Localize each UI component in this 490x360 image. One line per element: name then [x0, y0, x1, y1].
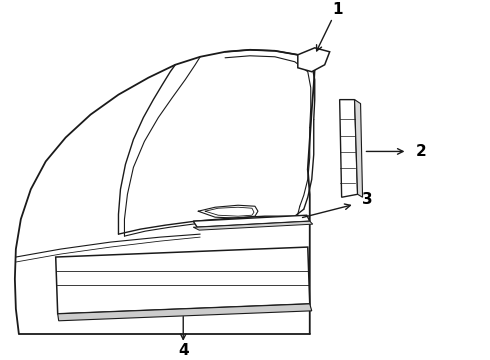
Text: 1: 1	[332, 3, 343, 18]
Polygon shape	[193, 221, 313, 230]
Text: 3: 3	[362, 192, 373, 207]
Polygon shape	[340, 100, 358, 197]
Polygon shape	[193, 215, 310, 227]
Text: 2: 2	[416, 144, 427, 159]
Polygon shape	[298, 48, 330, 72]
Polygon shape	[58, 304, 312, 321]
Polygon shape	[355, 100, 363, 197]
Polygon shape	[56, 247, 310, 314]
Text: 4: 4	[178, 343, 189, 358]
